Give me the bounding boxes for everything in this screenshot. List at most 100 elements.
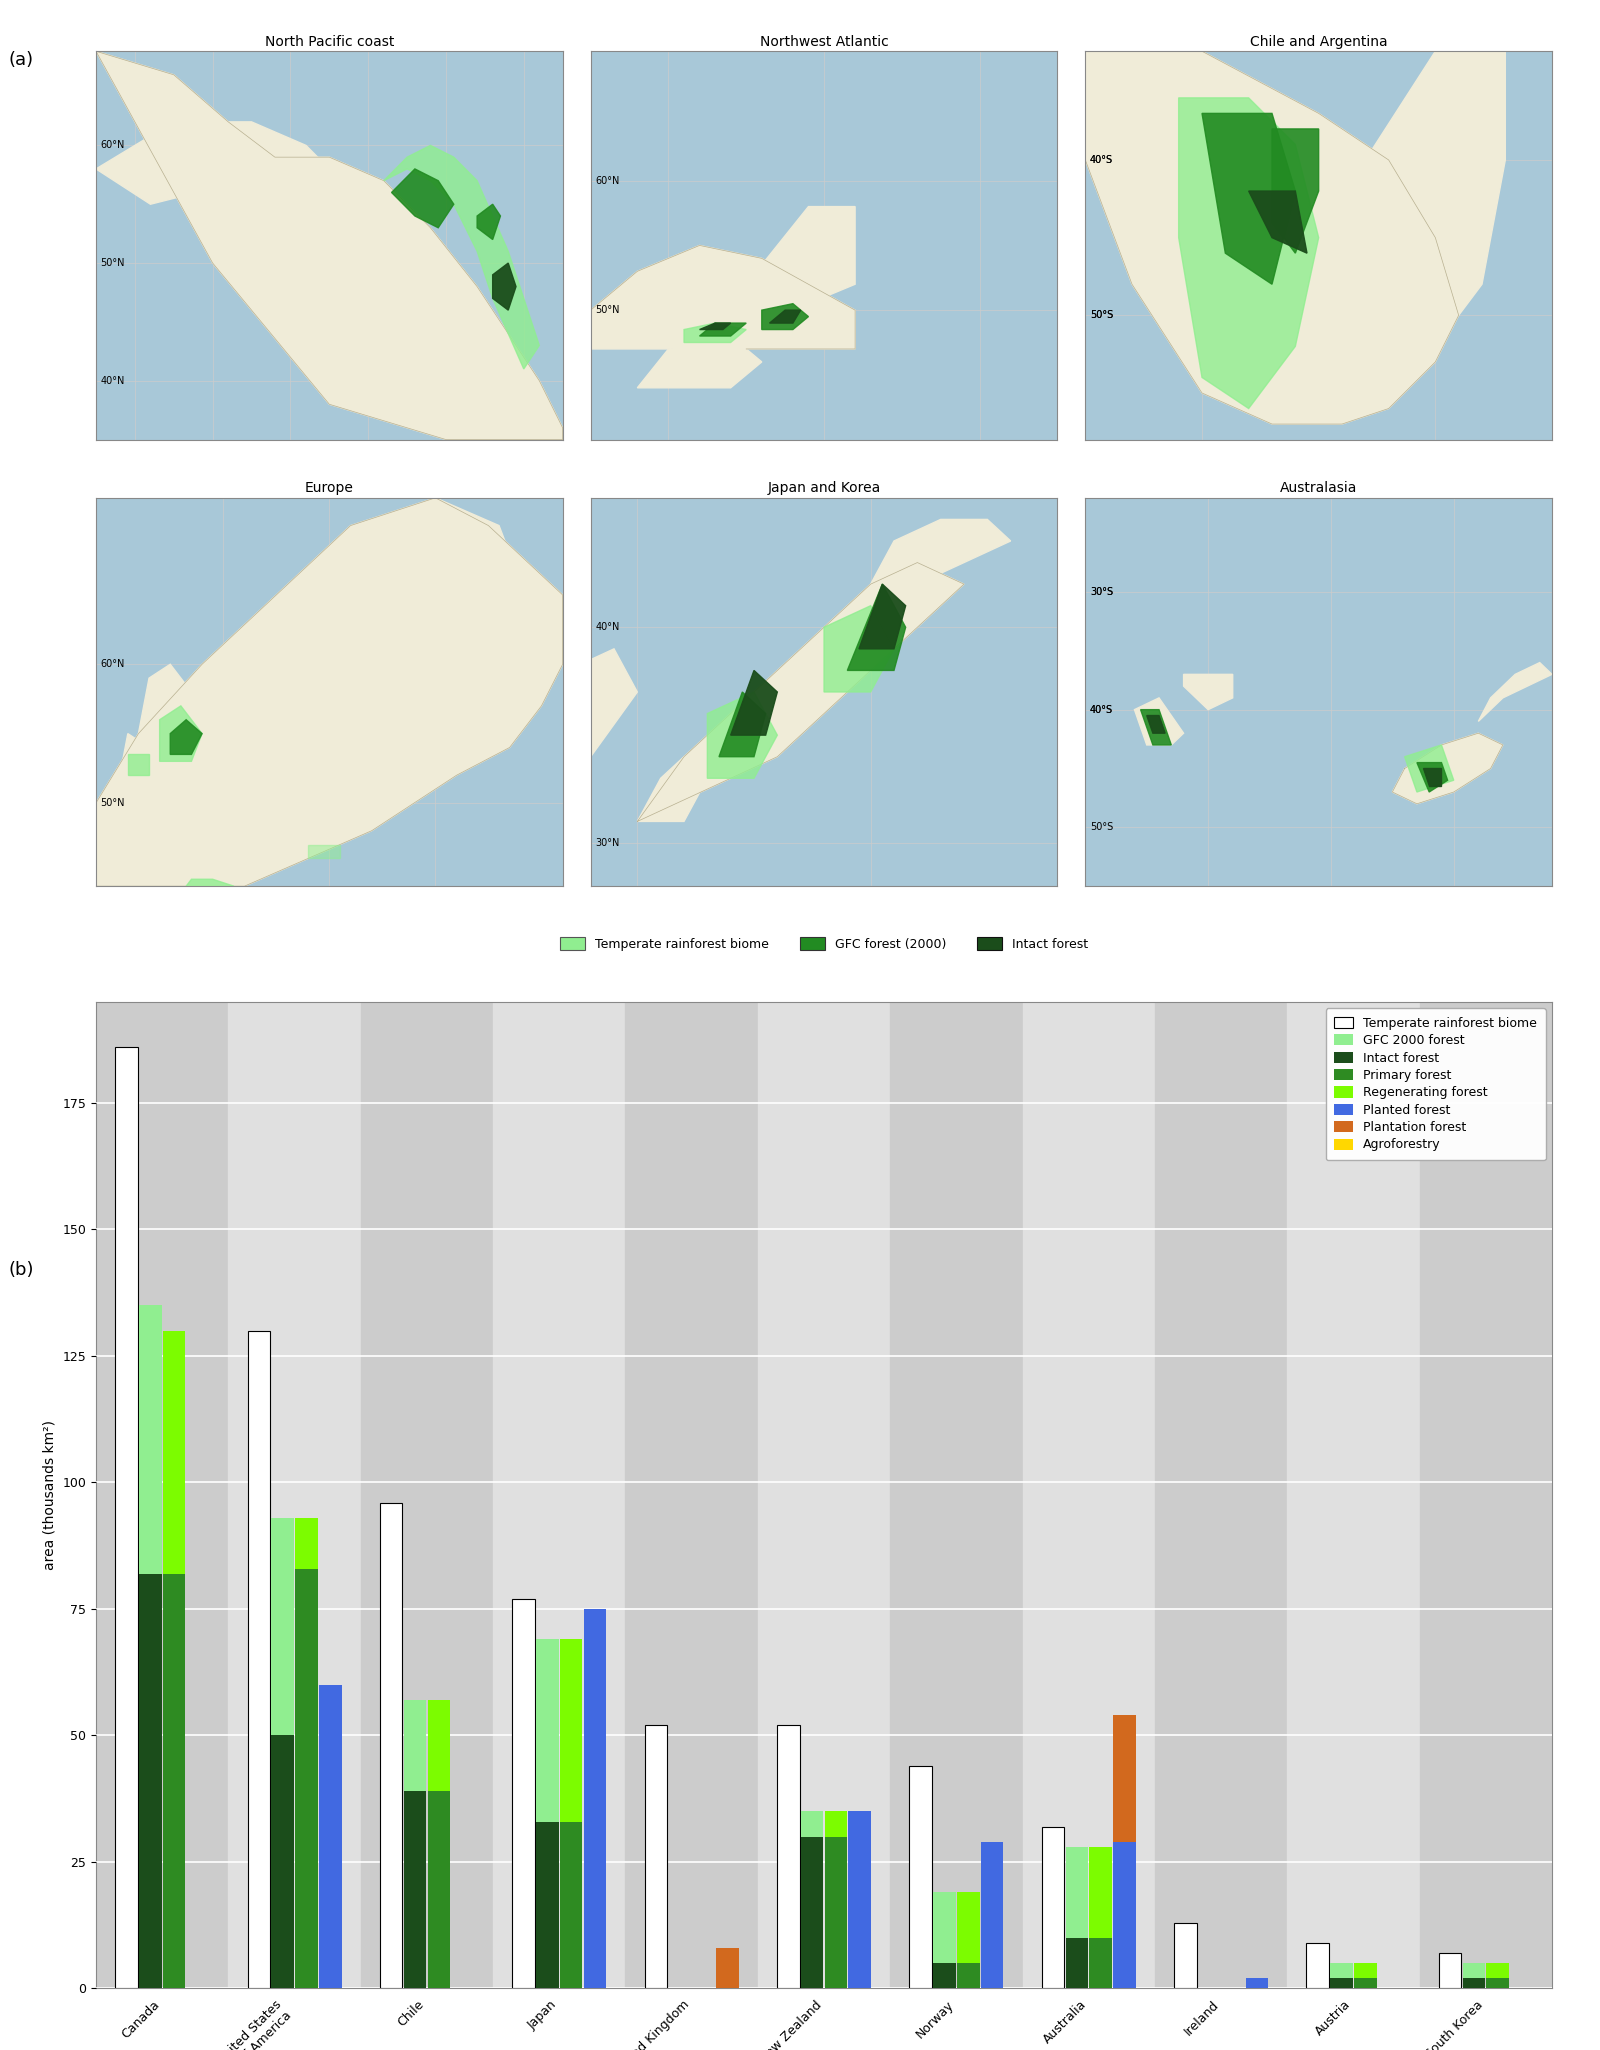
Polygon shape <box>181 879 234 894</box>
Polygon shape <box>590 246 854 348</box>
Text: 50°N: 50°N <box>101 797 125 808</box>
Polygon shape <box>707 693 778 779</box>
Text: 40°S: 40°S <box>1090 156 1114 164</box>
Title: Japan and Korea: Japan and Korea <box>768 482 880 496</box>
Text: 50°N: 50°N <box>101 258 125 269</box>
Bar <box>1438 1954 1461 1988</box>
Polygon shape <box>1184 674 1232 709</box>
Legend: Temperate rainforest biome, GFC 2000 forest, Intact forest, Primary forest, Rege: Temperate rainforest biome, GFC 2000 for… <box>1326 1009 1546 1160</box>
Legend: Temperate rainforest biome, GFC forest (2000), Intact forest: Temperate rainforest biome, GFC forest (… <box>555 933 1093 955</box>
Polygon shape <box>309 845 339 859</box>
Polygon shape <box>1405 744 1454 791</box>
Title: Northwest Atlantic: Northwest Atlantic <box>760 35 888 49</box>
Bar <box>139 1306 162 1988</box>
Bar <box>1486 1978 1509 1988</box>
Text: (b): (b) <box>8 1261 34 1279</box>
Polygon shape <box>870 519 1011 584</box>
Text: 50°S: 50°S <box>1090 822 1114 832</box>
Polygon shape <box>128 754 149 775</box>
Title: Australasia: Australasia <box>1280 482 1357 496</box>
Polygon shape <box>859 584 906 650</box>
Polygon shape <box>731 670 778 736</box>
Polygon shape <box>637 336 762 387</box>
Polygon shape <box>392 168 454 228</box>
Bar <box>427 1792 450 1988</box>
Bar <box>318 1685 341 1988</box>
Bar <box>1307 1943 1330 1988</box>
Bar <box>1354 1964 1376 1978</box>
Text: 60°N: 60°N <box>595 176 619 187</box>
Polygon shape <box>770 310 800 324</box>
Polygon shape <box>544 650 637 756</box>
Polygon shape <box>384 146 539 369</box>
Polygon shape <box>1179 98 1318 408</box>
Bar <box>584 1609 606 1988</box>
Polygon shape <box>1318 51 1506 394</box>
Polygon shape <box>493 262 515 310</box>
Bar <box>163 1330 186 1574</box>
Bar <box>957 1964 979 1988</box>
Polygon shape <box>1248 191 1307 254</box>
Bar <box>360 1002 493 1988</box>
Polygon shape <box>746 207 854 297</box>
Bar <box>1114 1716 1136 1841</box>
Bar <box>1419 1002 1552 1988</box>
Polygon shape <box>762 303 808 330</box>
Bar <box>512 1599 534 1988</box>
Polygon shape <box>1392 734 1502 804</box>
Polygon shape <box>1141 709 1171 744</box>
Bar <box>560 1822 582 1988</box>
Polygon shape <box>685 324 746 342</box>
Text: 50°S: 50°S <box>1090 310 1114 320</box>
Bar <box>778 1726 800 1988</box>
Bar <box>296 1517 318 1568</box>
Bar <box>1330 1964 1352 1988</box>
Bar <box>403 1792 426 1988</box>
Bar <box>1114 1841 1136 1988</box>
Bar <box>758 1002 890 1988</box>
Bar <box>1486 1964 1509 1978</box>
Polygon shape <box>718 693 766 756</box>
Polygon shape <box>1418 763 1448 791</box>
Bar <box>802 1812 824 1988</box>
Polygon shape <box>96 121 330 205</box>
Polygon shape <box>699 324 731 330</box>
Bar <box>560 1640 582 1822</box>
Bar <box>248 1330 270 1988</box>
Bar <box>1245 1978 1269 1988</box>
Polygon shape <box>117 734 149 789</box>
Text: 40°N: 40°N <box>101 375 125 385</box>
Polygon shape <box>637 756 707 822</box>
Bar <box>957 1892 979 1964</box>
Bar <box>909 1765 931 1988</box>
Bar <box>1042 1827 1064 1988</box>
Bar <box>115 1048 138 1988</box>
Title: North Pacific coast: North Pacific coast <box>264 35 394 49</box>
Bar <box>824 1837 846 1988</box>
Polygon shape <box>96 51 563 439</box>
Bar <box>272 1736 294 1988</box>
Bar <box>1066 1847 1088 1988</box>
Bar <box>427 1699 450 1792</box>
Bar <box>379 1503 403 1988</box>
Bar <box>933 1964 955 1988</box>
Bar <box>229 1002 360 1988</box>
Text: 30°N: 30°N <box>595 838 619 849</box>
Bar <box>493 1002 626 1988</box>
Text: 50°N: 50°N <box>595 305 619 316</box>
Polygon shape <box>699 324 746 336</box>
Bar <box>890 1002 1022 1988</box>
Polygon shape <box>824 605 894 693</box>
Text: 50°S: 50°S <box>1090 310 1114 320</box>
Text: 60°N: 60°N <box>101 660 125 668</box>
Bar <box>717 1948 739 1988</box>
Bar <box>1066 1937 1088 1988</box>
Bar <box>802 1837 824 1988</box>
Text: 40°N: 40°N <box>595 623 619 631</box>
Bar <box>403 1699 426 1988</box>
Text: 30°S: 30°S <box>1090 586 1114 597</box>
Bar <box>1155 1002 1288 1988</box>
Title: Europe: Europe <box>306 482 354 496</box>
Bar <box>933 1892 955 1988</box>
Polygon shape <box>848 584 906 670</box>
